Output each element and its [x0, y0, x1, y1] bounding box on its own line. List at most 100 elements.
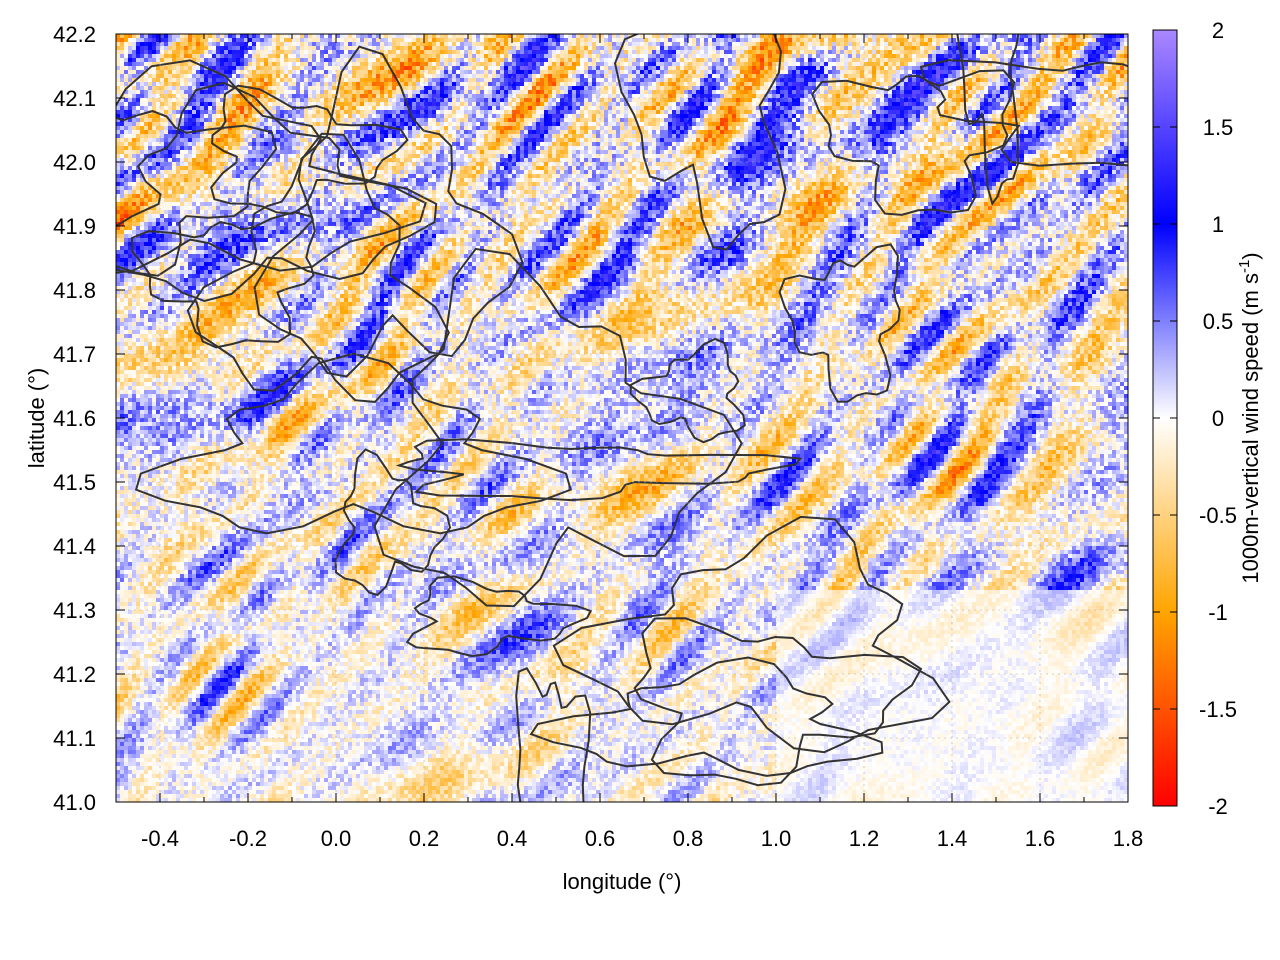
heatmap-cell [512, 74, 517, 79]
heatmap-cell [808, 46, 813, 51]
heatmap-cell [796, 102, 801, 107]
heatmap-cell [828, 58, 833, 63]
heatmap-cell [728, 70, 733, 75]
heatmap-cell [764, 62, 769, 67]
heatmap-cell [356, 50, 361, 55]
heatmap-cell [480, 74, 485, 79]
heatmap-cell [188, 38, 193, 43]
heatmap-cell [676, 66, 681, 71]
heatmap-cell [812, 66, 817, 71]
heatmap-cell [460, 70, 465, 75]
heatmap-cell [248, 54, 253, 59]
heatmap-cell [984, 66, 989, 71]
heatmap-cell [1040, 74, 1045, 79]
heatmap-cell [904, 106, 909, 111]
heatmap-cell [896, 94, 901, 99]
heatmap-cell [568, 90, 573, 95]
heatmap-cell [492, 46, 497, 51]
heatmap-cell [1120, 106, 1125, 111]
heatmap-cell [500, 98, 505, 103]
heatmap-cell [472, 70, 477, 75]
heatmap-cell [688, 62, 693, 67]
heatmap-cell [624, 54, 629, 59]
heatmap-cell [808, 58, 813, 63]
heatmap-cell [952, 38, 957, 43]
heatmap-cell [1080, 102, 1085, 107]
heatmap-cell [756, 70, 761, 75]
heatmap-cell [680, 58, 685, 63]
heatmap-cell [1096, 86, 1101, 91]
heatmap-cell [828, 82, 833, 87]
heatmap-cell [544, 106, 549, 111]
heatmap-cell [352, 38, 357, 43]
heatmap-cell [1044, 90, 1049, 95]
heatmap-cell [436, 70, 441, 75]
heatmap-cell [544, 38, 549, 43]
heatmap-cell [384, 106, 389, 111]
heatmap-cell [948, 50, 953, 55]
heatmap-cell [956, 66, 961, 71]
heatmap-cell [1036, 50, 1041, 55]
heatmap-cell [652, 106, 657, 111]
heatmap-cell [852, 106, 857, 111]
heatmap-cell [164, 110, 169, 115]
heatmap-cell [580, 78, 585, 83]
heatmap-cell [248, 46, 253, 51]
heatmap-cell [168, 90, 173, 95]
heatmap-cell [620, 74, 625, 79]
heatmap-cell [136, 74, 141, 79]
heatmap-cell [764, 74, 769, 79]
heatmap-cell [640, 82, 645, 87]
heatmap-cell [1112, 66, 1117, 71]
heatmap-cell [124, 54, 129, 59]
heatmap-cell [212, 62, 217, 67]
heatmap-cell [284, 58, 289, 63]
heatmap-cell [1100, 34, 1105, 39]
heatmap-cell [292, 62, 297, 67]
heatmap-cell [408, 90, 413, 95]
heatmap-cell [412, 70, 417, 75]
heatmap-cell [212, 66, 217, 71]
heatmap-cell [744, 102, 749, 107]
heatmap-cell [696, 42, 701, 47]
heatmap-cell [368, 82, 373, 87]
heatmap-cell [940, 78, 945, 83]
heatmap-cell [344, 34, 349, 39]
heatmap-cell [1060, 86, 1065, 91]
heatmap-cell [492, 102, 497, 107]
heatmap-cell [548, 94, 553, 99]
heatmap-cell [556, 38, 561, 43]
heatmap-cell [1016, 58, 1021, 63]
heatmap-cell [904, 46, 909, 51]
heatmap-cell [692, 102, 697, 107]
heatmap-cell [208, 54, 213, 59]
heatmap-cell [600, 66, 605, 71]
heatmap-cell [464, 34, 469, 39]
heatmap-cell [956, 94, 961, 99]
heatmap-cell [960, 94, 965, 99]
heatmap-cell [832, 34, 837, 39]
heatmap-cell [932, 106, 937, 111]
heatmap-cell [972, 58, 977, 63]
heatmap-cell [912, 106, 917, 111]
heatmap-cell [604, 58, 609, 63]
heatmap-cell [616, 90, 621, 95]
heatmap-cell [244, 62, 249, 67]
heatmap-cell [668, 70, 673, 75]
heatmap-cell [568, 46, 573, 51]
heatmap-cell [928, 58, 933, 63]
heatmap-cell [468, 78, 473, 83]
heatmap-cell [996, 58, 1001, 63]
heatmap-cell [916, 78, 921, 83]
heatmap-cell [936, 102, 941, 107]
heatmap-cell [888, 82, 893, 87]
heatmap-cell [160, 94, 165, 99]
heatmap-cell [148, 94, 153, 99]
heatmap-cell [740, 86, 745, 91]
heatmap-cell [1060, 42, 1065, 47]
heatmap-cell [896, 98, 901, 103]
heatmap-cell [764, 42, 769, 47]
heatmap-cell [376, 66, 381, 71]
heatmap-cell [128, 46, 133, 51]
heatmap-cell [660, 78, 665, 83]
